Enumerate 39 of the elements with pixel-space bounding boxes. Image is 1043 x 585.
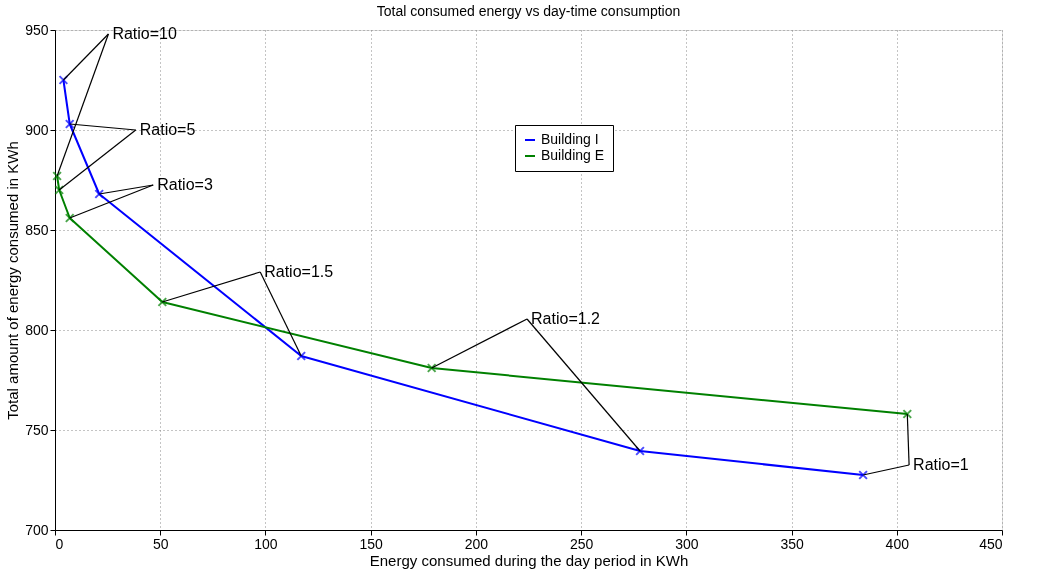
point	[296, 351, 307, 361]
x-tick-label: 50	[152, 535, 169, 552]
y-tick-label: 700	[25, 521, 49, 538]
point	[64, 213, 75, 223]
x-axis-title: Energy consumed during the day period in KWh	[369, 551, 689, 569]
x-tick-label: 250	[569, 535, 594, 552]
y-tick-label: 850	[25, 221, 49, 238]
chart-title: Total consumed energy vs day-time consumption	[376, 3, 681, 19]
annotation: Ratio=1.2	[531, 310, 601, 327]
point	[635, 446, 645, 456]
annotation: Ratio=10	[112, 25, 178, 42]
x-tick-label: 150	[359, 535, 384, 552]
y-tick-label: 900	[25, 121, 49, 138]
y-tick-label: 800	[25, 321, 49, 338]
annotation: Ratio=5	[139, 121, 196, 138]
annotation: Ratio=1.5	[264, 263, 334, 280]
x-tick-label: 0	[55, 535, 64, 552]
point	[858, 470, 868, 480]
x-tick-label: 300	[675, 535, 699, 552]
x-tick-label: 200	[464, 535, 489, 552]
x-tick-label: 450	[979, 535, 1003, 552]
point	[426, 363, 437, 373]
point	[902, 409, 913, 419]
point	[58, 75, 69, 85]
point	[64, 119, 75, 129]
point	[54, 185, 65, 195]
x-tick-label: 350	[780, 535, 804, 552]
legend-label: Building I	[541, 131, 599, 147]
y-axis-title: Total amount of energy consumed in KWh	[4, 141, 22, 420]
point	[157, 297, 168, 307]
point	[94, 189, 105, 199]
x-tick-label: 400	[885, 535, 910, 552]
annotation: Ratio=3	[157, 176, 213, 193]
y-tick-label: 750	[25, 421, 49, 438]
point	[52, 171, 62, 181]
x-tick-label: 100	[254, 535, 278, 552]
y-tick-label: 950	[25, 21, 49, 38]
legend-label: Building E	[541, 147, 605, 163]
annotation: Ratio=1	[913, 456, 969, 473]
